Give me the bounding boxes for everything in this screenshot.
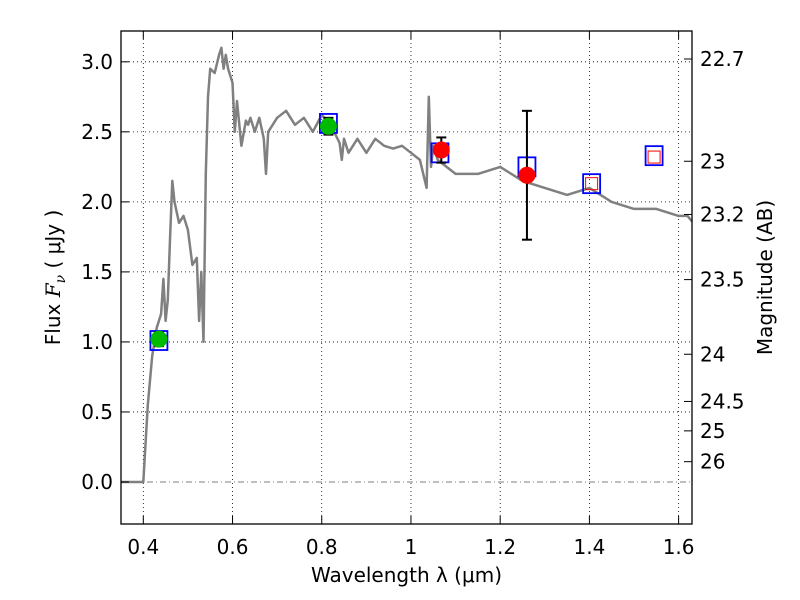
magnitude-tick-label: 23 — [700, 149, 725, 173]
y-tick-label: 2.0 — [81, 190, 113, 214]
magnitude-tick-label: 24 — [700, 342, 725, 366]
plot-frame — [120, 30, 693, 525]
x-tick-label: 1 — [405, 535, 418, 559]
x-axis-title: Wavelength λ (μm) — [311, 563, 502, 587]
x-tick-label: 0.6 — [217, 535, 249, 559]
x-tick-label: 0.4 — [127, 535, 159, 559]
green-circle-marker — [319, 117, 337, 135]
model-spectrum-line — [121, 46, 693, 484]
red-square-marker — [647, 150, 661, 164]
magnitude-tick-label: 26 — [700, 450, 725, 474]
y-tick-label: 1.0 — [81, 330, 113, 354]
x-tick-label: 1.6 — [663, 535, 695, 559]
magnitude-tick-label: 22.7 — [700, 47, 745, 71]
red-square-marker — [585, 177, 599, 191]
y-axis-title-symbol: F — [41, 282, 65, 298]
y-tick-label: 3.0 — [81, 50, 113, 74]
x-tick-label: 0.8 — [306, 535, 338, 559]
photometry-points-layer — [149, 109, 664, 351]
right-axis-title: Magnitude (AB) — [753, 200, 777, 355]
x-tick-label: 1.4 — [573, 535, 605, 559]
red-circle-marker — [432, 141, 450, 159]
grid — [121, 31, 692, 524]
model-spectrum-layer — [121, 46, 693, 484]
y-tick-label: 0.0 — [81, 470, 113, 494]
x-tick-label: 1.2 — [484, 535, 516, 559]
blue-square-marker — [644, 145, 664, 167]
axis-ticks: 0.4 0.6 0.8 1 1.2 1.4 1.6 0.0 0.5 1.0 1.5 2.0 2.5 3.0… — [81, 31, 745, 559]
y-tick-label: 2.5 — [81, 120, 113, 144]
magnitude-tick-label: 23.5 — [700, 268, 745, 292]
magnitude-tick-label: 23.2 — [700, 202, 745, 226]
y-axis-title-subscript: ν — [53, 274, 69, 283]
magnitude-tick-label: 24.5 — [700, 389, 745, 413]
y-tick-label: 0.5 — [81, 400, 113, 424]
y-tick-label: 1.5 — [81, 260, 113, 284]
y-axis-title: Flux Fν ( μJy ) — [41, 210, 69, 345]
red-circle-marker — [518, 166, 536, 184]
green-circle-marker — [150, 330, 168, 348]
magnitude-tick-label: 25 — [700, 419, 725, 443]
blue-square-marker — [582, 173, 602, 195]
y-axis-title-prefix: Flux — [41, 297, 65, 345]
y-axis-title-suffix: ( μJy ) — [41, 210, 65, 275]
